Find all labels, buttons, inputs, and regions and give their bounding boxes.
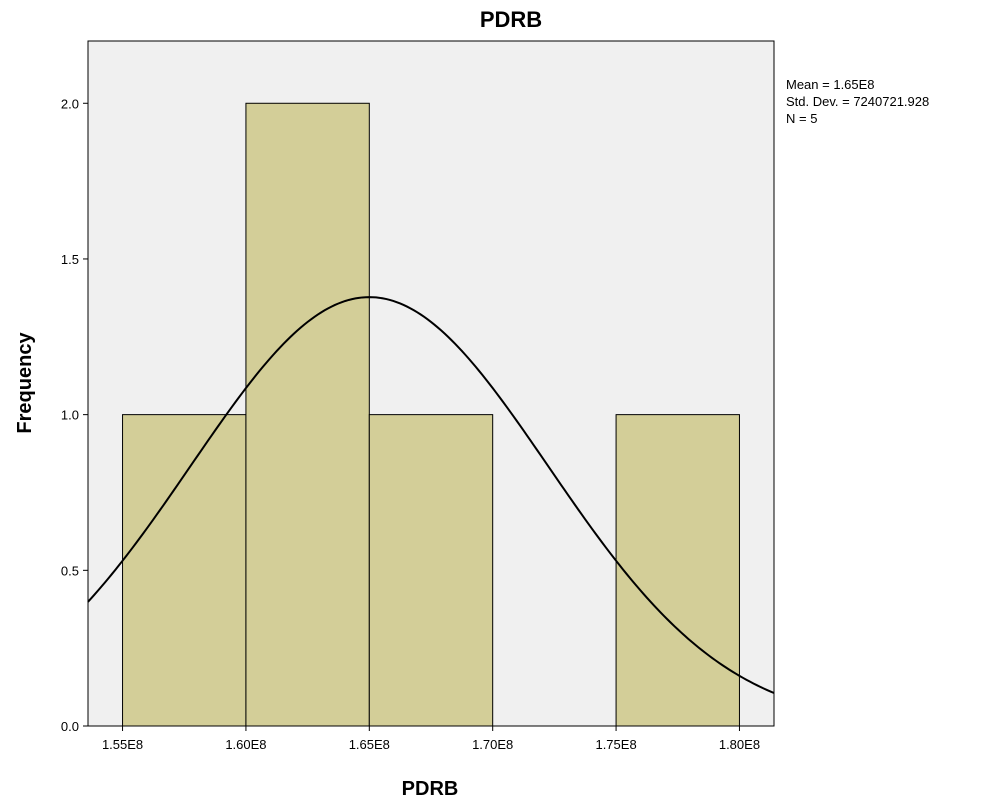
x-tick-label: 1.80E8: [719, 737, 760, 752]
y-tick-label: 1.5: [61, 252, 79, 267]
y-tick-label: 0.5: [61, 563, 79, 578]
plot-frame: [87, 40, 775, 727]
histogram-bar: [615, 414, 740, 727]
x-tick-label: 1.70E8: [472, 737, 513, 752]
x-tick-label: 1.75E8: [595, 737, 636, 752]
normal-curve-line: [87, 296, 775, 694]
histogram-bar: [368, 414, 494, 727]
stats-n: N = 5: [786, 111, 817, 126]
y-tick-label: 0.0: [61, 719, 79, 734]
x-axis: 1.55E8 1.60E8 1.65E8 1.70E8 1.75E8 1.80E8: [102, 726, 760, 752]
y-tick-label: 2.0: [61, 96, 79, 111]
stats-mean: Mean = 1.65E8: [786, 77, 875, 92]
bars-group: [122, 102, 740, 727]
y-axis-label: Frequency: [14, 332, 36, 434]
x-tick-label: 1.60E8: [225, 737, 266, 752]
x-tick-label: 1.65E8: [349, 737, 390, 752]
chart-title: PDRB: [480, 7, 542, 32]
histogram-bar: [122, 414, 247, 727]
stats-std-dev: Std. Dev. = 7240721.928: [786, 94, 929, 109]
y-tick-label: 1.0: [61, 408, 79, 423]
x-axis-label: PDRB: [402, 778, 459, 800]
x-tick-label: 1.55E8: [102, 737, 143, 752]
y-axis: 0.0 0.5 1.0 1.5 2.0: [61, 96, 88, 734]
histogram-bar: [245, 102, 370, 727]
